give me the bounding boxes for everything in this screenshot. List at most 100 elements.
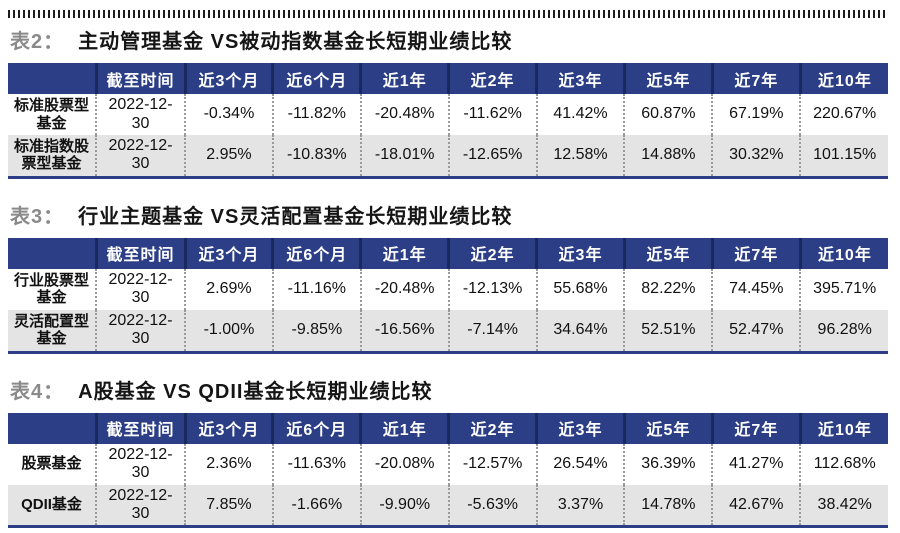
table4-title: 表4： A股基金 VS QDII基金长短期业绩比较 xyxy=(10,375,888,404)
value-cell: 38.42% xyxy=(799,484,889,527)
header-cell-10y: 近10年 xyxy=(798,63,889,94)
value-cell: 52.51% xyxy=(623,309,713,353)
row-label-cell: 灵活配置型基金 xyxy=(8,309,96,353)
row-label-cell: 行业股票型基金 xyxy=(13,272,89,307)
header-cell-5y: 近5年 xyxy=(622,63,713,94)
value-cell: -20.08% xyxy=(359,443,449,485)
value-cell: 60.87% xyxy=(623,94,713,135)
table-row: 灵活配置型基金 2022-12-30 -1.00% -9.85% -16.56%… xyxy=(8,309,889,353)
dashed-divider xyxy=(8,10,888,18)
value-cell: -9.90% xyxy=(359,484,449,527)
value-cell: 2.95% xyxy=(184,135,273,178)
header-cell-7y: 近7年 xyxy=(710,237,801,269)
header-cell-6m: 近6个月 xyxy=(271,63,361,94)
table-row: 标准指数股票型基金 2022-12-30 2.95% -10.83% -18.0… xyxy=(8,135,889,178)
value-cell: 96.28% xyxy=(799,309,889,353)
value-cell: 101.15% xyxy=(799,135,889,178)
header-cell-date: 截至时间 xyxy=(94,237,185,269)
header-cell-10y: 近10年 xyxy=(798,237,889,269)
date-cell: 2022-12-30 xyxy=(95,484,185,527)
header-cell-6m: 近6个月 xyxy=(271,237,361,269)
header-cell-date: 截至时间 xyxy=(94,63,185,94)
value-cell: -12.13% xyxy=(447,268,537,310)
table2-title-text: 主动管理基金 VS被动指数基金长短期业绩比较 xyxy=(78,31,513,53)
header-cell-7y: 近7年 xyxy=(710,412,801,444)
value-cell: 55.68% xyxy=(535,268,625,310)
value-cell: -18.01% xyxy=(359,135,449,178)
value-cell: -0.34% xyxy=(184,94,273,135)
value-cell: 42.67% xyxy=(711,484,801,527)
value-cell: 74.45% xyxy=(711,268,801,310)
table-row: 标准股票型基金 2022-12-30 -0.34% -11.82% -20.48… xyxy=(8,94,889,135)
table3-title-prefix: 表3： xyxy=(10,205,65,228)
table4-fund-performance: 截至时间 近3个月 近6个月 近1年 近2年 近3年 近5年 近7年 近10年 … xyxy=(8,412,889,529)
value-cell: 3.37% xyxy=(535,484,625,527)
table3-header-row: 截至时间 近3个月 近6个月 近1年 近2年 近3年 近5年 近7年 近10年 xyxy=(8,237,889,269)
value-cell: 52.47% xyxy=(711,309,801,353)
value-cell: -7.14% xyxy=(447,309,537,353)
header-cell-3m: 近3个月 xyxy=(183,412,273,444)
value-cell: -11.63% xyxy=(271,443,361,485)
value-cell: 41.27% xyxy=(711,443,801,485)
table4-title-text: A股基金 VS QDII基金长短期业绩比较 xyxy=(78,380,433,403)
header-cell-3m: 近3个月 xyxy=(183,237,273,269)
value-cell: -20.48% xyxy=(359,94,449,135)
table3-title: 表3： 行业主题基金 VS灵活配置基金长短期业绩比较 xyxy=(10,200,888,229)
header-cell-blank xyxy=(8,412,96,444)
value-cell: -20.48% xyxy=(359,268,449,310)
header-cell-5y: 近5年 xyxy=(622,412,713,444)
header-cell-2y: 近2年 xyxy=(447,412,537,444)
header-cell-7y: 近7年 xyxy=(710,63,801,94)
value-cell: 7.85% xyxy=(184,484,273,527)
value-cell: -11.82% xyxy=(271,94,361,135)
header-cell-6m: 近6个月 xyxy=(271,412,361,444)
date-cell: 2022-12-30 xyxy=(95,309,185,353)
value-cell: 14.78% xyxy=(623,484,713,527)
date-cell: 2022-12-30 xyxy=(95,443,185,485)
table2-fund-performance: 截至时间 近3个月 近6个月 近1年 近2年 近3年 近5年 近7年 近10年 … xyxy=(8,63,889,179)
table2-title: 表2： 主动管理基金 VS被动指数基金长短期业绩比较 xyxy=(10,25,888,54)
value-cell: -5.63% xyxy=(447,484,537,527)
row-label-cell: 标准股票型基金 xyxy=(13,97,89,132)
date-cell: 2022-12-30 xyxy=(95,135,185,178)
header-cell-2y: 近2年 xyxy=(447,63,537,94)
value-cell: 395.71% xyxy=(799,268,889,310)
value-cell: -11.62% xyxy=(447,94,537,135)
value-cell: -11.16% xyxy=(271,268,361,310)
value-cell: 30.32% xyxy=(711,135,801,178)
date-cell: 2022-12-30 xyxy=(95,94,185,135)
table3-fund-performance: 截至时间 近3个月 近6个月 近1年 近2年 近3年 近5年 近7年 近10年 … xyxy=(8,237,889,354)
value-cell: -9.85% xyxy=(271,309,361,353)
table4-header-row: 截至时间 近3个月 近6个月 近1年 近2年 近3年 近5年 近7年 近10年 xyxy=(8,412,889,444)
value-cell: -1.00% xyxy=(184,309,273,353)
value-cell: 67.19% xyxy=(711,94,801,135)
header-cell-3y: 近3年 xyxy=(535,63,625,94)
header-cell-1y: 近1年 xyxy=(359,63,449,94)
value-cell: -16.56% xyxy=(359,309,449,353)
table2-title-prefix: 表2： xyxy=(10,31,65,53)
header-cell-blank xyxy=(8,63,96,94)
table4-title-prefix: 表4： xyxy=(10,380,65,403)
header-cell-5y: 近5年 xyxy=(622,237,713,269)
table-row: 股票基金 2022-12-30 2.36% -11.63% -20.08% -1… xyxy=(8,443,889,485)
value-cell: 14.88% xyxy=(623,135,713,178)
header-cell-3m: 近3个月 xyxy=(183,63,273,94)
value-cell: 34.64% xyxy=(535,309,625,353)
value-cell: -10.83% xyxy=(271,135,361,178)
value-cell: 36.39% xyxy=(623,443,713,485)
header-cell-3y: 近3年 xyxy=(535,237,625,269)
value-cell: 82.22% xyxy=(623,268,713,310)
value-cell: 41.42% xyxy=(535,94,625,135)
table-row: 行业股票型基金 2022-12-30 2.69% -11.16% -20.48%… xyxy=(8,268,889,310)
value-cell: -12.57% xyxy=(447,443,537,485)
header-cell-3y: 近3年 xyxy=(535,412,625,444)
header-cell-2y: 近2年 xyxy=(447,237,537,269)
value-cell: 220.67% xyxy=(799,94,889,135)
value-cell: 2.69% xyxy=(184,268,273,310)
value-cell: 12.58% xyxy=(535,135,625,178)
value-cell: -12.65% xyxy=(447,135,537,178)
table2-header-row: 截至时间 近3个月 近6个月 近1年 近2年 近3年 近5年 近7年 近10年 xyxy=(8,63,889,94)
header-cell-date: 截至时间 xyxy=(94,412,185,444)
header-cell-10y: 近10年 xyxy=(798,412,889,444)
header-cell-1y: 近1年 xyxy=(359,237,449,269)
